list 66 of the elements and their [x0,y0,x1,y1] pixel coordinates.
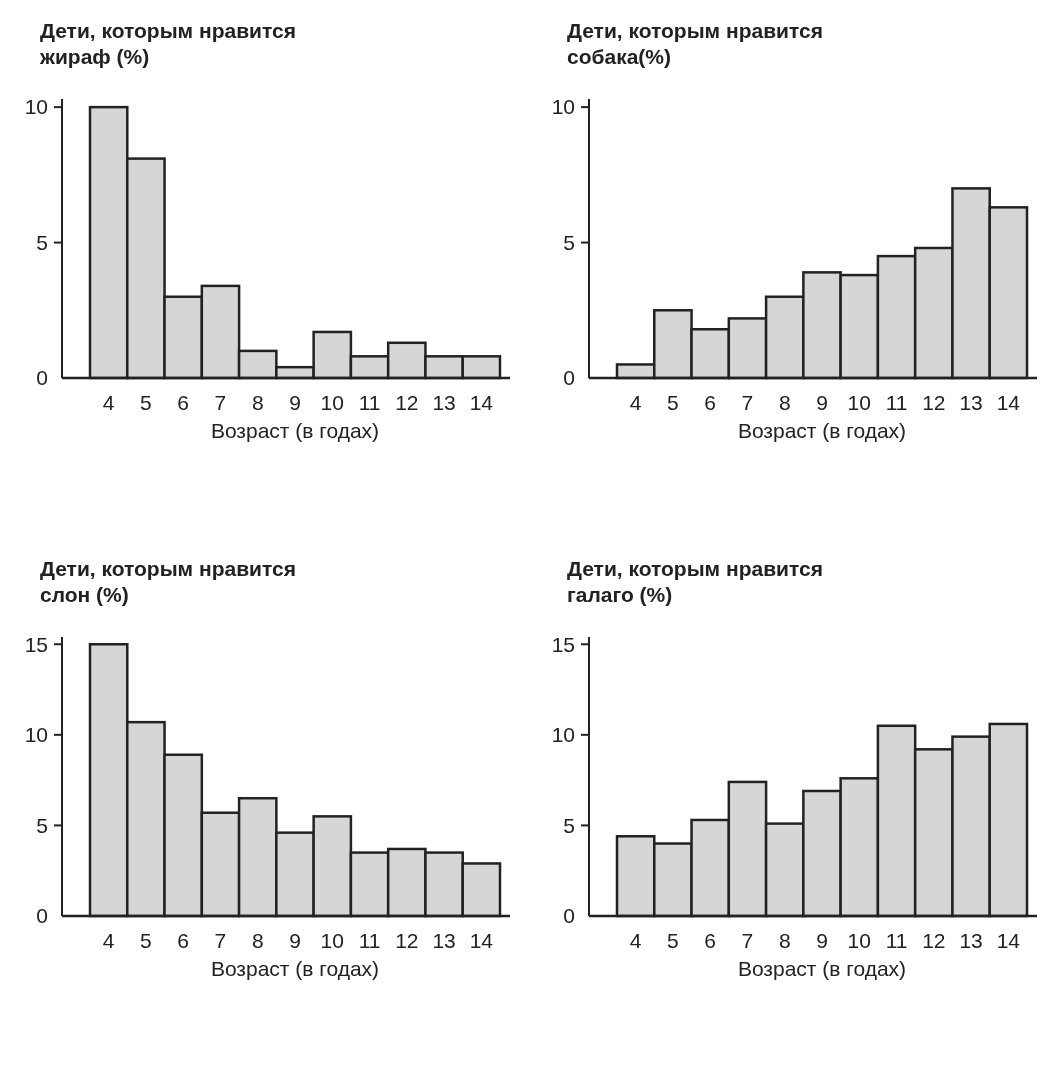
x-tick-label: 6 [704,391,717,414]
y-tick-label: 15 [24,632,48,656]
y-tick-label: 5 [36,230,48,254]
y-tick-label: 0 [36,366,48,390]
x-tick-label: 13 [432,929,456,952]
x-tick-label: 11 [885,929,908,952]
x-tick-label: 10 [320,391,344,414]
x-tick-label: 14 [996,391,1021,414]
chart-title: Дети, которым нравится слон (%) [40,557,296,606]
x-tick-label: 7 [214,929,227,952]
x-tick-label: 4 [629,391,642,414]
x-tick-label: 14 [469,929,494,952]
x-tick-label: 4 [102,391,115,414]
x-tick-label: 11 [358,929,381,952]
x-tick-label: 6 [177,391,190,414]
x-tick-label: 5 [667,391,679,414]
y-tick-label: 5 [563,813,575,837]
x-tick-label: 10 [847,929,871,952]
x-tick-label: 6 [177,929,190,952]
x-tick-label: 7 [214,391,227,414]
y-tick-label: 10 [551,95,575,119]
x-axis-title: Возраст (в годах) [737,957,907,980]
y-tick-label: 10 [24,95,48,119]
x-tick-label: 7 [741,391,754,414]
x-tick-label: 8 [778,929,791,952]
x-tick-label: 10 [847,391,871,414]
x-tick-label: 10 [320,929,344,952]
x-tick-label: 13 [959,929,983,952]
x-tick-label: 12 [922,391,946,414]
y-tick-label: 10 [24,723,48,747]
x-axis-title: Возраст (в годах) [737,419,907,442]
y-tick-label: 0 [563,366,575,390]
x-tick-label: 9 [816,929,828,952]
x-tick-label: 14 [996,929,1021,952]
x-axis-title: Возраст (в годах) [210,419,380,442]
chart-title: Дети, которым нравится собака(%) [567,19,823,68]
x-tick-label: 8 [778,391,791,414]
x-tick-label: 9 [289,391,301,414]
y-tick-label: 5 [563,230,575,254]
x-tick-label: 4 [629,929,642,952]
x-tick-label: 5 [140,391,152,414]
x-tick-label: 12 [922,929,946,952]
x-tick-label: 8 [251,929,264,952]
x-tick-label: 9 [289,929,301,952]
y-tick-label: 10 [551,723,575,747]
y-tick-label: 0 [36,904,48,928]
x-tick-label: 9 [816,391,828,414]
x-tick-label: 12 [395,391,419,414]
x-tick-label: 12 [395,929,419,952]
x-tick-label: 13 [432,391,456,414]
y-tick-label: 0 [563,904,575,928]
x-axis-title: Возраст (в годах) [210,957,380,980]
y-tick-label: 5 [36,813,48,837]
x-tick-label: 11 [358,391,381,414]
x-tick-label: 11 [885,391,908,414]
y-tick-label: 15 [551,632,575,656]
x-tick-label: 5 [667,929,679,952]
x-tick-label: 6 [704,929,717,952]
x-tick-label: 5 [140,929,152,952]
chart-title: Дети, которым нравится галаго (%) [567,557,823,606]
x-tick-label: 4 [102,929,115,952]
x-tick-label: 14 [469,391,494,414]
x-tick-label: 13 [959,391,983,414]
x-tick-label: 8 [251,391,264,414]
chart-title: Дети, которым нравится жираф (%) [39,19,296,68]
x-tick-label: 7 [741,929,754,952]
